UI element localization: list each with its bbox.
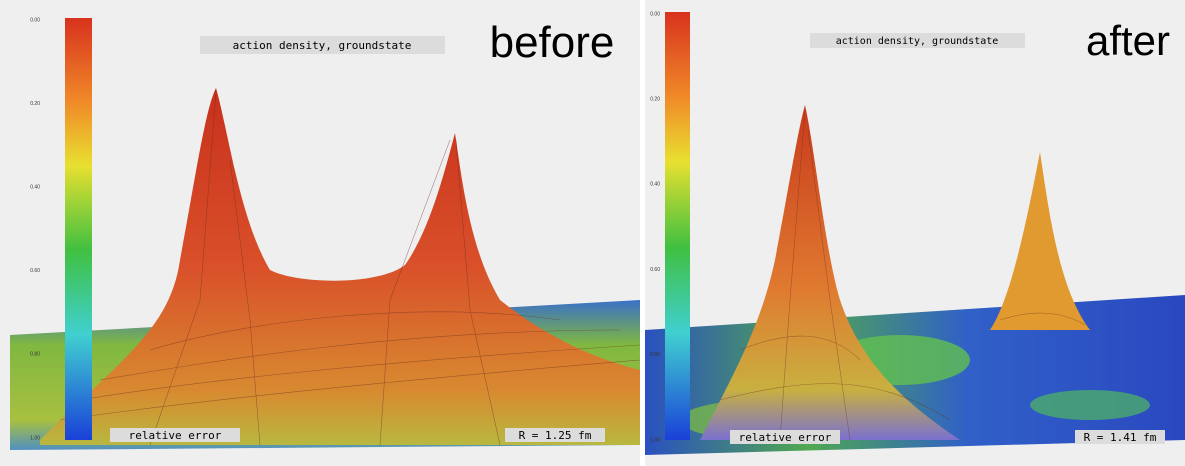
panel-label: before: [490, 18, 615, 67]
colorbar-tick-label: 0.40: [30, 185, 40, 191]
colorbar-tick-label: 0.60: [650, 267, 660, 273]
colorbar-tick-label: 0.20: [650, 97, 660, 103]
colorbar-tick-label: 1.00: [650, 437, 660, 443]
footer-left: relative error: [129, 429, 222, 442]
footer-left: relative error: [739, 431, 832, 444]
colorbar-tick-label: 0.80: [30, 352, 40, 358]
plot-title: action density, groundstate: [836, 36, 999, 47]
colorbar-tick-label: 0.00: [30, 17, 40, 23]
floor-patch: [1030, 390, 1150, 420]
footer-right: R = 1.25 fm: [519, 429, 592, 442]
colorbar-tick-label: 0.20: [30, 101, 40, 107]
colorbar-tick-label: 1.00: [30, 435, 40, 441]
colorbar-tick-label: 0.00: [650, 11, 660, 17]
panel-before: action density, groundstate before relat…: [0, 0, 640, 466]
colorbar: [65, 18, 92, 440]
panel-after: action density, groundstate after relati…: [645, 0, 1185, 466]
plot-title: action density, groundstate: [233, 39, 412, 52]
page: action density, groundstate before relat…: [0, 0, 1185, 466]
panel-label: after: [1086, 17, 1170, 64]
footer-right: R = 1.41 fm: [1084, 431, 1157, 444]
colorbar: [665, 12, 690, 440]
colorbar-tick-label: 0.60: [30, 268, 40, 274]
colorbar-tick-label: 0.80: [650, 352, 660, 358]
colorbar-tick-label: 0.40: [650, 182, 660, 188]
